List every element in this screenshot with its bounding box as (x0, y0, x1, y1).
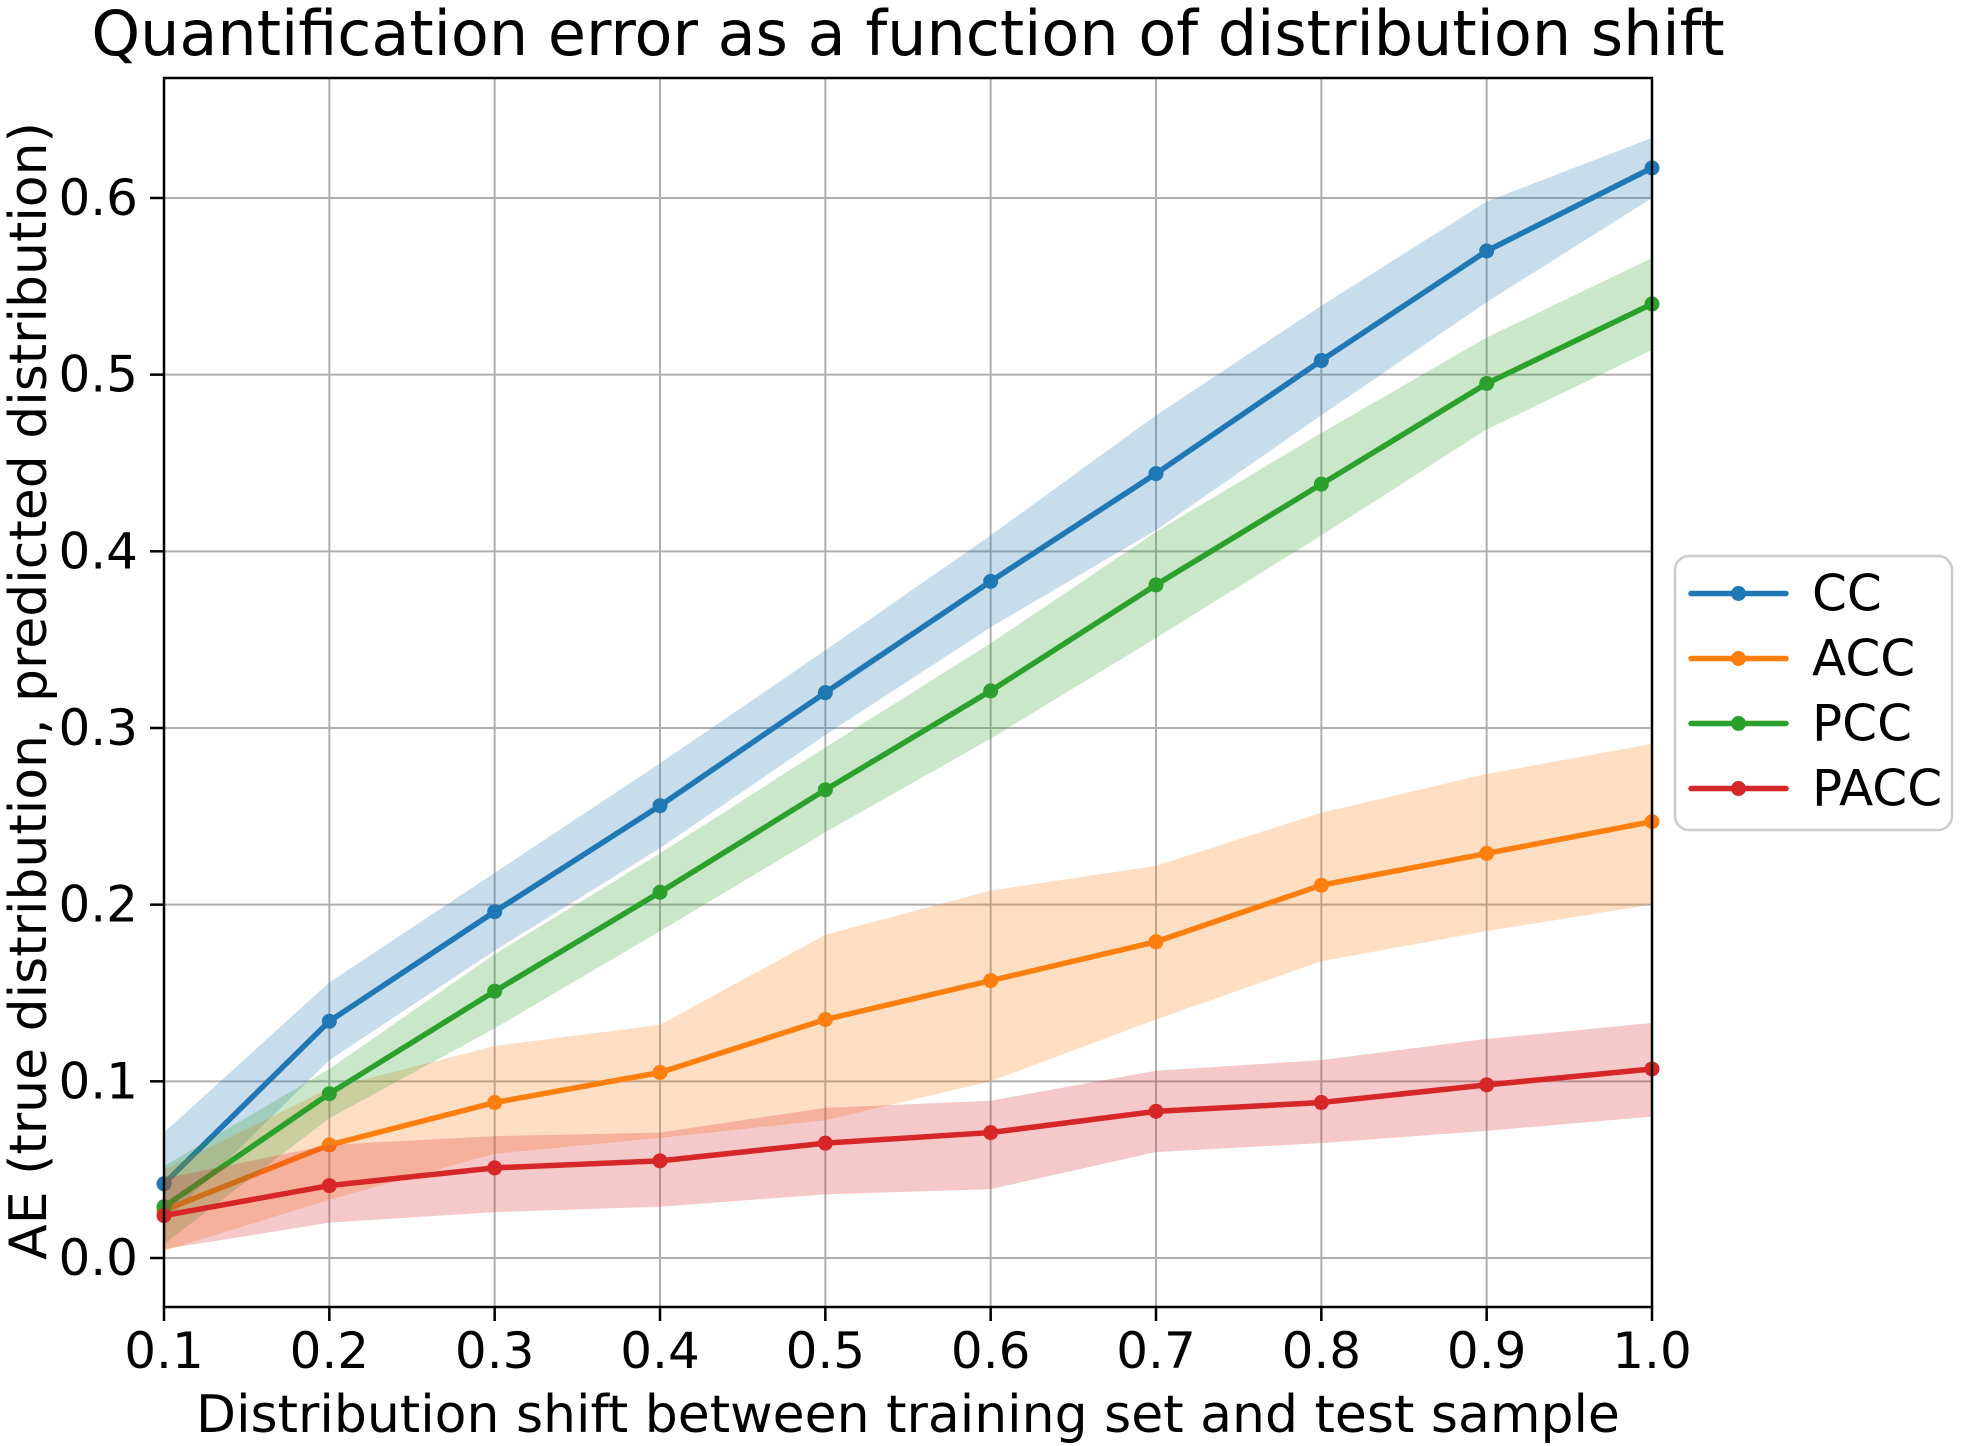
pcc-data-point (652, 884, 668, 900)
pacc-data-point (652, 1153, 668, 1169)
cc-data-point (652, 798, 668, 814)
pcc-data-point (487, 983, 503, 999)
y-axis-label: AE (true distribution, predicted distrib… (0, 122, 59, 1260)
acc-data-point (321, 1137, 337, 1153)
y-tick-label: 0.0 (58, 1229, 138, 1287)
x-tick-label: 0.9 (1447, 1322, 1527, 1380)
pacc-markers (156, 1061, 1660, 1224)
legend-marker-cc (1731, 586, 1746, 601)
axes-frame (150, 76, 1654, 1321)
x-tick-label: 1.0 (1612, 1322, 1692, 1380)
x-tick-label: 0.6 (951, 1322, 1031, 1380)
y-tick-label: 0.5 (58, 346, 138, 404)
y-tick-label: 0.3 (58, 699, 138, 757)
acc-data-point (1479, 845, 1495, 861)
x-tick-label: 0.7 (1116, 1322, 1196, 1380)
cc-data-point (983, 573, 999, 589)
pcc-data-point (817, 782, 833, 798)
legend-item-pacc: PACC (1688, 760, 1942, 818)
pcc-data-point (321, 1086, 337, 1102)
legend: CC ACC PCC PACC (1673, 554, 1954, 832)
x-axis-label: Distribution shift between training set … (196, 1385, 1620, 1445)
legend-label-pcc: PCC (1812, 695, 1912, 753)
legend-marker-pacc (1731, 781, 1746, 796)
cc-line (161, 165, 1655, 1187)
legend-label-acc: ACC (1812, 630, 1915, 688)
chart-title: Quantification error as a function of di… (91, 0, 1724, 70)
y-tick-label: 0.1 (58, 1052, 138, 1110)
legend-label-cc: CC (1812, 565, 1882, 623)
acc-data-point (983, 973, 999, 989)
pacc-data-point (487, 1160, 503, 1176)
pacc-data-point (1313, 1095, 1329, 1111)
acc-data-point (1148, 934, 1164, 950)
cc-data-point (487, 904, 503, 920)
x-tick-label: 0.3 (455, 1322, 535, 1380)
data-series (156, 137, 1660, 1251)
cc-data-point (817, 685, 833, 701)
legend-item-acc: ACC (1688, 630, 1915, 688)
pacc-data-point (1148, 1103, 1164, 1119)
pacc-data-point (983, 1125, 999, 1141)
tick-labels: 0.1 0.2 0.3 0.4 0.5 0.6 0.7 0.8 0.9 1.0 0.0 0.1 0.2 0… (58, 169, 1691, 1380)
x-tick-label: 0.4 (620, 1322, 700, 1380)
legend-marker-pcc (1731, 716, 1746, 731)
acc-data-point (817, 1011, 833, 1027)
legend-label-pacc: PACC (1812, 760, 1942, 818)
pcc-data-point (1148, 577, 1164, 593)
y-tick-label: 0.2 (58, 876, 138, 934)
legend-marker-acc (1731, 651, 1746, 666)
cc-data-point (321, 1013, 337, 1029)
pacc-data-point (817, 1135, 833, 1151)
x-tick-label: 0.1 (124, 1322, 204, 1380)
legend-box (1673, 554, 1954, 832)
pacc-data-point (1479, 1077, 1495, 1093)
pcc-data-point (1479, 375, 1495, 391)
legend-item-pcc: PCC (1688, 695, 1912, 753)
legend-item-cc: CC (1688, 565, 1882, 623)
cc-markers (156, 160, 1660, 1192)
pacc-data-point (321, 1178, 337, 1194)
pcc-confidence-band (164, 258, 1652, 1244)
x-tick-label: 0.2 (290, 1322, 370, 1380)
x-tick-label: 0.8 (1282, 1322, 1362, 1380)
x-tick-label: 0.5 (786, 1322, 866, 1380)
acc-data-point (1313, 877, 1329, 893)
pcc-data-point (983, 683, 999, 699)
cc-data-point (1148, 466, 1164, 482)
cc-confidence-band (164, 137, 1652, 1223)
cc-data-point (1313, 353, 1329, 369)
cc-data-point (1479, 243, 1495, 259)
y-tick-label: 0.4 (58, 522, 138, 580)
y-tick-label: 0.6 (58, 169, 138, 227)
pcc-line (161, 301, 1655, 1210)
acc-data-point (487, 1095, 503, 1111)
acc-line (161, 818, 1655, 1214)
acc-data-point (652, 1064, 668, 1080)
plot-border (162, 76, 1654, 1309)
pcc-data-point (1313, 476, 1329, 492)
pacc-line (161, 1066, 1655, 1219)
